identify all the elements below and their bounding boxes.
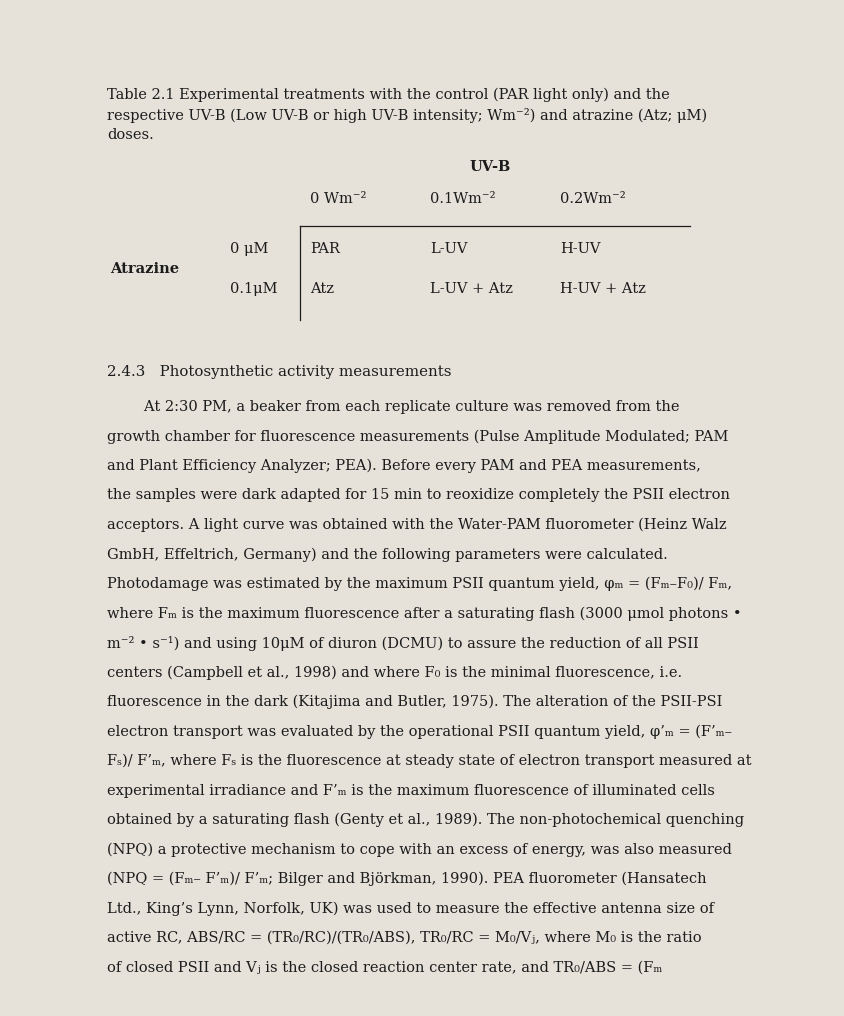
Text: where Fₘ is the maximum fluorescence after a saturating flash (3000 μmol photons: where Fₘ is the maximum fluorescence aft… <box>107 607 742 621</box>
Text: H-UV + Atz: H-UV + Atz <box>560 282 646 296</box>
Text: respective UV-B (Low UV-B or high UV-B intensity; Wm⁻²) and atrazine (Atz; μM): respective UV-B (Low UV-B or high UV-B i… <box>107 108 707 123</box>
Text: obtained by a saturating flash (Genty et al., 1989). The non-photochemical quenc: obtained by a saturating flash (Genty et… <box>107 813 744 827</box>
Text: (NPQ = (Fₘ– F’ₘ)/ F’ₘ; Bilger and Björkman, 1990). PEA fluorometer (Hansatech: (NPQ = (Fₘ– F’ₘ)/ F’ₘ; Bilger and Björkm… <box>107 872 706 886</box>
Text: the samples were dark adapted for 15 min to reoxidize completely the PSII electr: the samples were dark adapted for 15 min… <box>107 489 730 503</box>
Text: L-UV: L-UV <box>430 242 468 256</box>
Text: experimental irradiance and F’ₘ is the maximum fluorescence of illuminated cells: experimental irradiance and F’ₘ is the m… <box>107 783 715 798</box>
Text: GmbH, Effeltrich, Germany) and the following parameters were calculated.: GmbH, Effeltrich, Germany) and the follo… <box>107 548 668 562</box>
Text: Table 2.1 Experimental treatments with the control (PAR light only) and the: Table 2.1 Experimental treatments with t… <box>107 88 670 103</box>
Text: UV-B: UV-B <box>469 160 511 174</box>
Text: Fₛ)/ F’ₘ, where Fₛ is the fluorescence at steady state of electron transport mea: Fₛ)/ F’ₘ, where Fₛ is the fluorescence a… <box>107 754 751 768</box>
Text: 0 μM: 0 μM <box>230 242 268 256</box>
Text: growth chamber for fluorescence measurements (Pulse Amplitude Modulated; PAM: growth chamber for fluorescence measurem… <box>107 430 728 444</box>
Text: Photodamage was estimated by the maximum PSII quantum yield, φₘ = (Fₘ–F₀)/ Fₘ,: Photodamage was estimated by the maximum… <box>107 577 732 591</box>
Text: Ltd., King’s Lynn, Norfolk, UK) was used to measure the effective antenna size o: Ltd., King’s Lynn, Norfolk, UK) was used… <box>107 901 714 915</box>
Text: electron transport was evaluated by the operational PSII quantum yield, φ’ₘ = (F: electron transport was evaluated by the … <box>107 724 732 739</box>
Text: 0.2Wm⁻²: 0.2Wm⁻² <box>560 192 625 206</box>
Text: 0.1μM: 0.1μM <box>230 282 278 296</box>
Text: At 2:30 PM, a beaker from each replicate culture was removed from the: At 2:30 PM, a beaker from each replicate… <box>107 400 679 414</box>
Text: of closed PSII and Vⱼ is the closed reaction center rate, and TR₀/ABS = (Fₘ: of closed PSII and Vⱼ is the closed reac… <box>107 960 663 974</box>
Text: (NPQ) a protective mechanism to cope with an excess of energy, was also measured: (NPQ) a protective mechanism to cope wit… <box>107 842 732 856</box>
Text: active RC, ABS/RC = (TR₀/RC)/(TR₀/ABS), TR₀/RC = M₀/Vⱼ, where M₀ is the ratio: active RC, ABS/RC = (TR₀/RC)/(TR₀/ABS), … <box>107 931 701 945</box>
Text: centers (Campbell et al., 1998) and where F₀ is the minimal fluorescence, i.e.: centers (Campbell et al., 1998) and wher… <box>107 665 682 680</box>
Text: PAR: PAR <box>310 242 340 256</box>
Text: fluorescence in the dark (Kitajima and Butler, 1975). The alteration of the PSII: fluorescence in the dark (Kitajima and B… <box>107 695 722 709</box>
Text: acceptors. A light curve was obtained with the Water-PAM fluorometer (Heinz Walz: acceptors. A light curve was obtained wi… <box>107 518 727 532</box>
Text: Atrazine: Atrazine <box>111 262 180 276</box>
Text: 2.4.3   Photosynthetic activity measurements: 2.4.3 Photosynthetic activity measuremen… <box>107 365 452 379</box>
Text: and Plant Efficiency Analyzer; PEA). Before every PAM and PEA measurements,: and Plant Efficiency Analyzer; PEA). Bef… <box>107 459 701 473</box>
Text: Atz: Atz <box>310 282 334 296</box>
Text: 0.1Wm⁻²: 0.1Wm⁻² <box>430 192 495 206</box>
Text: 0 Wm⁻²: 0 Wm⁻² <box>310 192 366 206</box>
Text: L-UV + Atz: L-UV + Atz <box>430 282 513 296</box>
Text: doses.: doses. <box>107 128 154 142</box>
Text: m⁻² • s⁻¹) and using 10μM of diuron (DCMU) to assure the reduction of all PSII: m⁻² • s⁻¹) and using 10μM of diuron (DCM… <box>107 636 699 651</box>
Text: H-UV: H-UV <box>560 242 600 256</box>
